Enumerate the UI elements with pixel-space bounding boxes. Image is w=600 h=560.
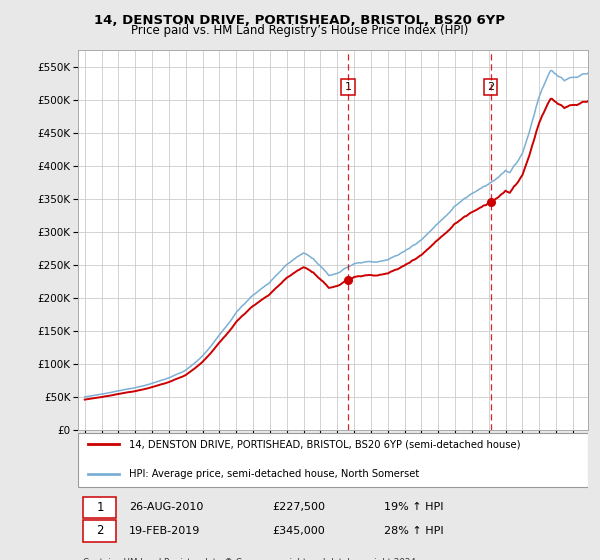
Text: 14, DENSTON DRIVE, PORTISHEAD, BRISTOL, BS20 6YP: 14, DENSTON DRIVE, PORTISHEAD, BRISTOL, … [95,14,505,27]
Text: 19% ↑ HPI: 19% ↑ HPI [384,502,443,512]
Text: £345,000: £345,000 [272,526,325,536]
Text: 19-FEB-2019: 19-FEB-2019 [129,526,200,536]
Text: HPI: Average price, semi-detached house, North Somerset: HPI: Average price, semi-detached house,… [129,469,419,479]
Text: 1: 1 [344,82,352,92]
Text: 28% ↑ HPI: 28% ↑ HPI [384,526,443,536]
Text: 2: 2 [487,82,494,92]
Text: 1: 1 [96,501,104,514]
Text: Contains HM Land Registry data © Crown copyright and database right 2024.: Contains HM Land Registry data © Crown c… [83,558,419,560]
Text: Price paid vs. HM Land Registry’s House Price Index (HPI): Price paid vs. HM Land Registry’s House … [131,24,469,37]
Text: 14, DENSTON DRIVE, PORTISHEAD, BRISTOL, BS20 6YP (semi-detached house): 14, DENSTON DRIVE, PORTISHEAD, BRISTOL, … [129,440,521,449]
Text: 26-AUG-2010: 26-AUG-2010 [129,502,203,512]
Text: 2: 2 [96,525,104,538]
FancyBboxPatch shape [78,432,588,487]
FancyBboxPatch shape [83,497,116,518]
FancyBboxPatch shape [83,520,116,542]
Text: £227,500: £227,500 [272,502,325,512]
